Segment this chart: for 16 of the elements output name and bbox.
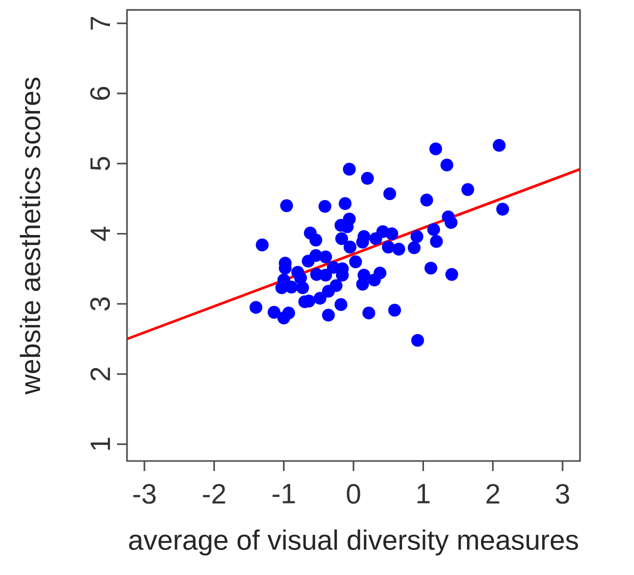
x-tick-label: 0 — [346, 484, 360, 504]
y-tick-label: 4 — [90, 226, 110, 241]
x-tick-label: -1 — [272, 484, 295, 504]
x-axis-title: average of visual diversity measures — [129, 529, 578, 556]
y-tick-label: 1 — [90, 438, 110, 450]
y-tick-label: 7 — [90, 16, 110, 30]
x-tick-label: 3 — [556, 484, 570, 504]
y-axis-title: website aesthetics scores — [20, 78, 40, 394]
x-tick-label: 2 — [486, 484, 500, 504]
x-tick-label: 1 — [418, 484, 430, 504]
x-tick-label: -2 — [202, 484, 226, 504]
x-tick-label: -3 — [133, 484, 156, 504]
y-tick-label: 5 — [90, 157, 110, 170]
y-tick-label: 6 — [90, 86, 110, 100]
y-tick-label: 3 — [90, 297, 110, 311]
y-tick-label: 2 — [90, 368, 110, 380]
